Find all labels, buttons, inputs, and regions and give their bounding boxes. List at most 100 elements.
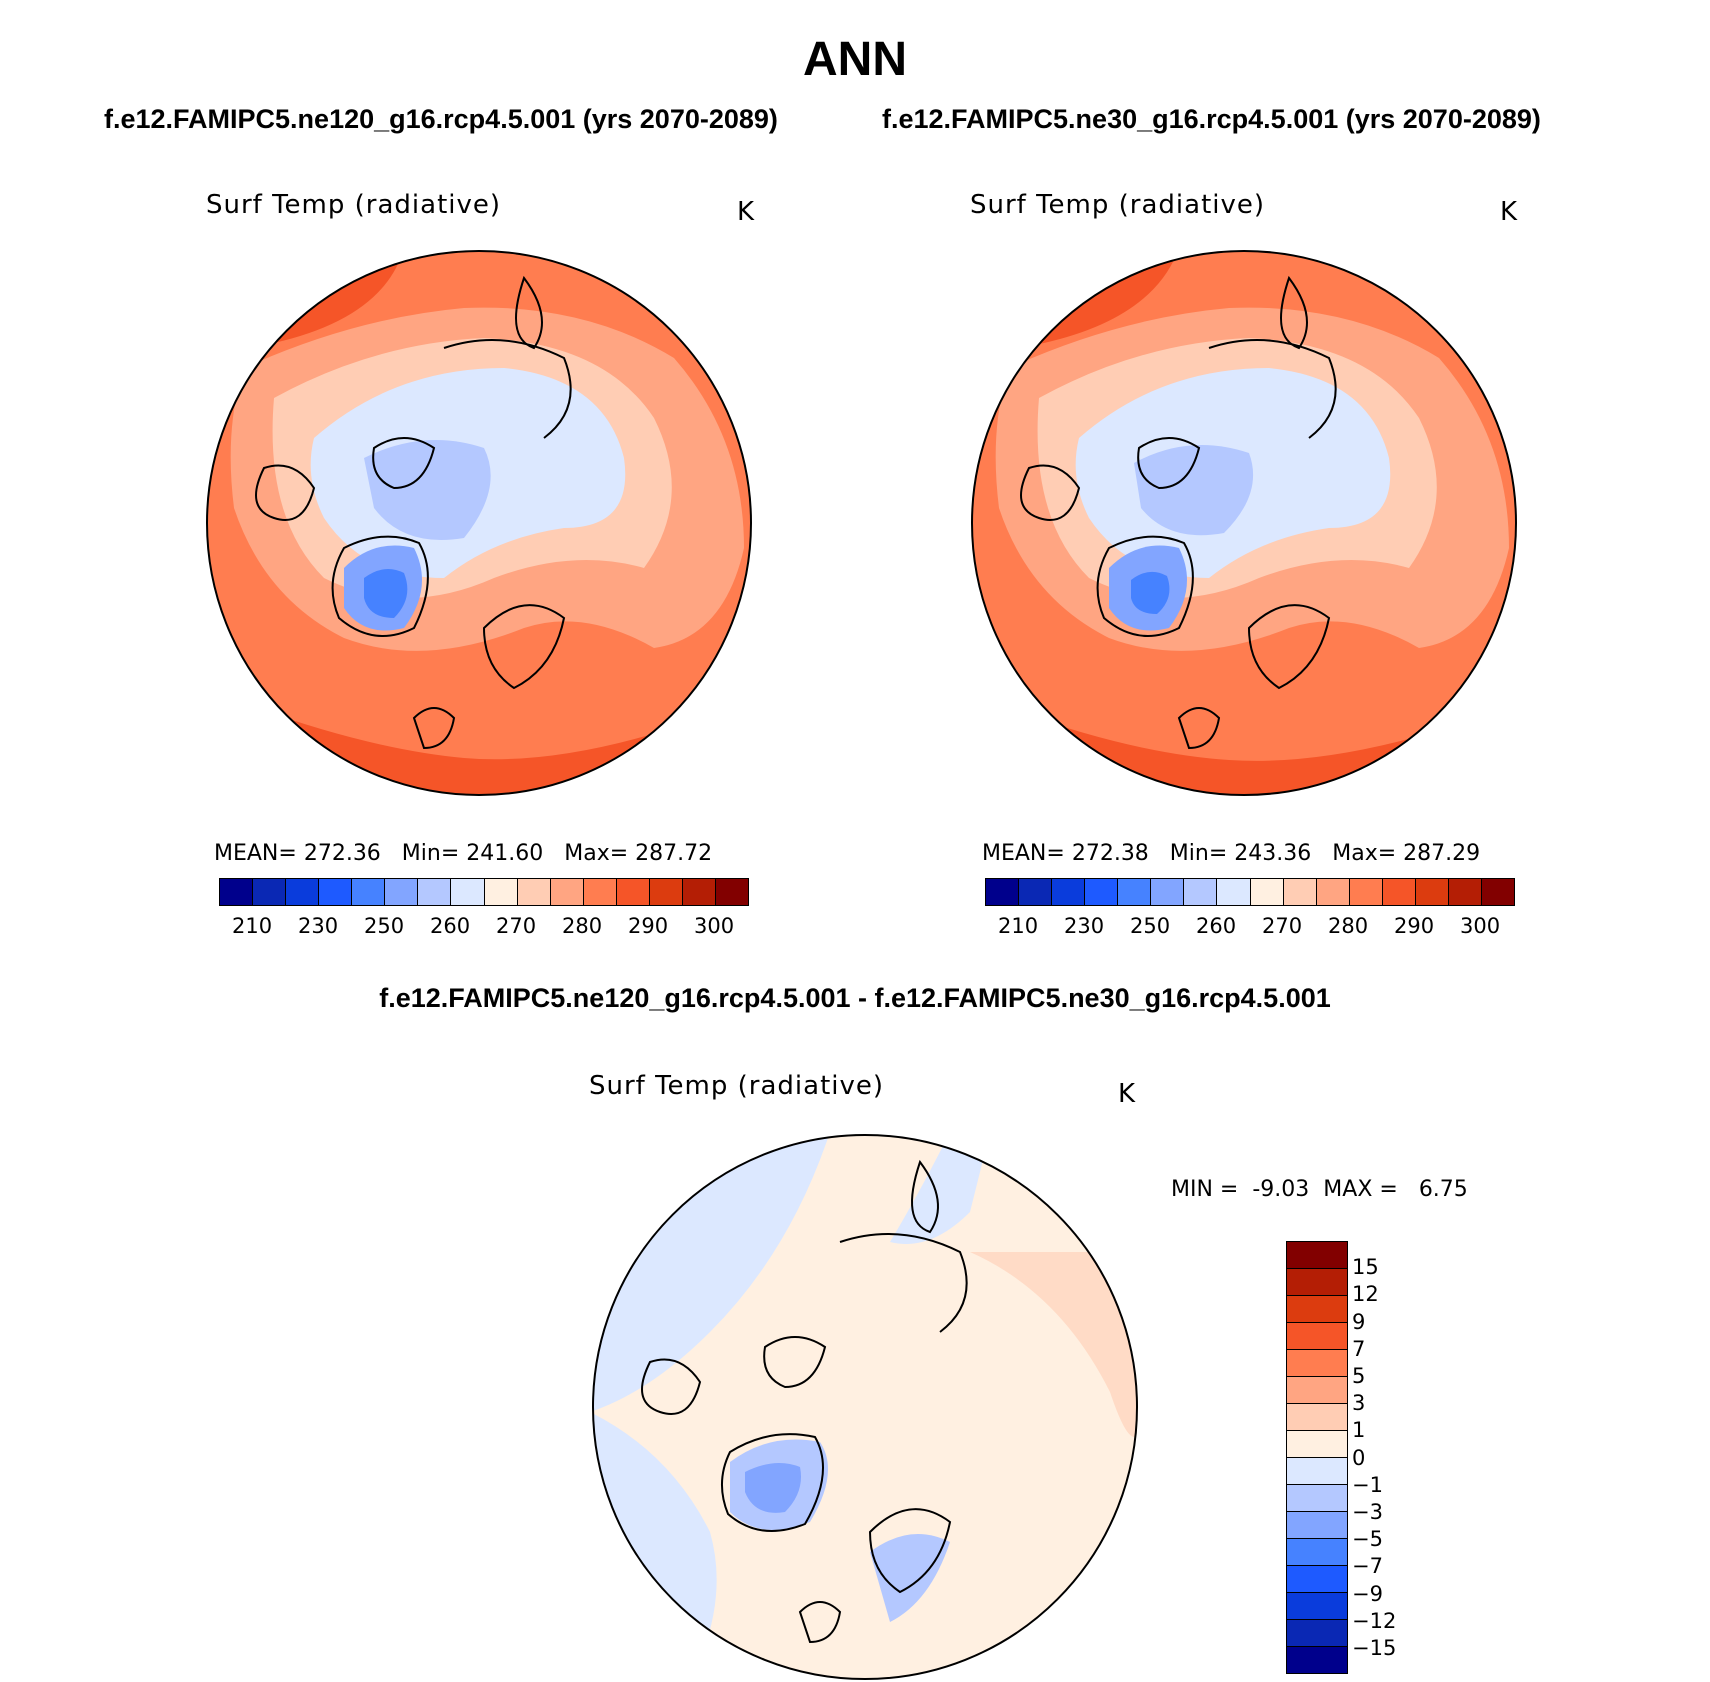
colorbar-swatch: [484, 879, 518, 905]
right-variable-label: Surf Temp (radiative): [970, 190, 1266, 220]
colorbar-swatch: [1151, 879, 1185, 905]
colorbar-swatch: [517, 879, 551, 905]
right-polar-map: [971, 250, 1517, 796]
colorbar-tick-label: 290: [628, 914, 669, 938]
colorbar-tick-label: 230: [1064, 914, 1105, 938]
colorbar-swatch: [1287, 1296, 1347, 1323]
colorbar-swatch: [253, 879, 287, 905]
colorbar-tick-label: 300: [1460, 914, 1501, 938]
colorbar-swatch: [1250, 879, 1284, 905]
colorbar-tick-label: 250: [364, 914, 405, 938]
colorbar-tick-label: −5: [1352, 1527, 1383, 1552]
colorbar-swatch: [286, 879, 320, 905]
colorbar-swatch: [1287, 1323, 1347, 1350]
colorbar-tick-label: 0: [1352, 1445, 1366, 1470]
colorbar-swatch: [682, 879, 716, 905]
colorbar-swatch: [1287, 1512, 1347, 1539]
colorbar-swatch: [352, 879, 386, 905]
coastlines: [255, 275, 572, 750]
colorbar-swatch: [1415, 879, 1449, 905]
colorbar-swatch: [1287, 1593, 1347, 1620]
colorbar-swatch: [550, 879, 584, 905]
colorbar-tick-label: 12: [1352, 1282, 1379, 1307]
colorbar-tick-label: −1: [1352, 1472, 1383, 1497]
colorbar-swatch: [319, 879, 353, 905]
left-stats: MEAN= 272.36 Min= 241.60 Max= 287.72: [214, 841, 713, 866]
colorbar-swatch: [1283, 879, 1317, 905]
diff-colorbar: [1286, 1241, 1348, 1674]
colorbar-tick-label: 260: [1196, 914, 1237, 938]
diff-units-label: K: [1118, 1079, 1137, 1109]
colorbar-swatch: [1217, 879, 1251, 905]
colorbar-tick-label: 9: [1352, 1309, 1366, 1334]
colorbar-swatch: [1287, 1431, 1347, 1458]
colorbar-swatch: [1316, 879, 1350, 905]
figure-title: ANN: [803, 33, 907, 86]
colorbar-swatch: [715, 879, 748, 905]
left-colorbar-ticks: 210 230 250 260 270 280 290 300: [219, 914, 747, 940]
difference-title: f.e12.FAMIPC5.ne120_g16.rcp4.5.001 - f.e…: [379, 983, 1331, 1013]
colorbar-tick-label: −7: [1352, 1554, 1383, 1579]
colorbar-swatch: [1019, 879, 1053, 905]
left-units-label: K: [737, 197, 756, 227]
colorbar-swatch: [1118, 879, 1152, 905]
colorbar-tick-label: 270: [1262, 914, 1303, 938]
colorbar-tick-label: 3: [1352, 1391, 1366, 1416]
colorbar-tick-label: 5: [1352, 1364, 1366, 1388]
left-polar-map: [206, 250, 752, 796]
case2-title: f.e12.FAMIPC5.ne30_g16.rcp4.5.001 (yrs 2…: [882, 104, 1541, 134]
colorbar-swatch: [220, 879, 254, 905]
colorbar-tick-label: 210: [998, 914, 1039, 938]
colorbar-swatch: [1287, 1404, 1347, 1431]
colorbar-tick-label: 300: [694, 914, 735, 938]
colorbar-swatch: [418, 879, 452, 905]
colorbar-tick-label: −9: [1352, 1581, 1383, 1606]
left-colorbar: [219, 878, 749, 906]
case1-title: f.e12.FAMIPC5.ne120_g16.rcp4.5.001 (yrs …: [104, 104, 778, 134]
colorbar-swatch: [1287, 1377, 1347, 1404]
difference-polar-map: [592, 1134, 1138, 1680]
colorbar-swatch: [1052, 879, 1086, 905]
colorbar-tick-label: −12: [1352, 1608, 1397, 1633]
map-boundary: [206, 250, 752, 796]
colorbar-swatch: [1287, 1350, 1347, 1377]
right-colorbar-ticks: 210 230 250 260 270 280 290 300: [985, 914, 1513, 940]
colorbar-tick-label: 270: [496, 914, 537, 938]
colorbar-tick-label: 7: [1352, 1336, 1366, 1361]
colorbar-swatch: [583, 879, 617, 905]
colorbar-swatch: [1287, 1539, 1347, 1566]
colorbar-tick-label: 280: [562, 914, 603, 938]
colorbar-swatch: [1448, 879, 1482, 905]
colorbar-tick-label: 210: [232, 914, 273, 938]
colorbar-tick-label: 15: [1352, 1255, 1379, 1280]
colorbar-tick-label: 230: [298, 914, 339, 938]
colorbar-swatch: [1287, 1269, 1347, 1296]
colorbar-tick-label: 250: [1130, 914, 1171, 938]
colorbar-swatch: [616, 879, 650, 905]
colorbar-tick-label: −15: [1352, 1636, 1397, 1660]
right-colorbar: [985, 878, 1515, 906]
diff-stats: MIN = -9.03 MAX = 6.75: [1171, 1177, 1468, 1202]
colorbar-swatch: [1287, 1485, 1347, 1512]
colorbar-swatch: [1085, 879, 1119, 905]
colorbar-tick-label: −3: [1352, 1500, 1383, 1524]
colorbar-swatch: [1481, 879, 1514, 905]
colorbar-swatch: [986, 879, 1020, 905]
colorbar-tick-label: 260: [430, 914, 471, 938]
colorbar-swatch: [1349, 879, 1383, 905]
colorbar-swatch: [451, 879, 485, 905]
colorbar-swatch: [1184, 879, 1218, 905]
colorbar-swatch: [1382, 879, 1416, 905]
colorbar-swatch: [1287, 1620, 1347, 1647]
colorbar-swatch: [1287, 1647, 1347, 1673]
right-units-label: K: [1500, 197, 1519, 227]
colorbar-swatch: [1287, 1242, 1347, 1269]
colorbar-swatch: [1287, 1566, 1347, 1593]
colorbar-swatch: [649, 879, 683, 905]
diff-variable-label: Surf Temp (radiative): [589, 1071, 885, 1101]
colorbar-swatch: [385, 879, 419, 905]
right-stats: MEAN= 272.38 Min= 243.36 Max= 287.29: [982, 841, 1481, 866]
left-variable-label: Surf Temp (radiative): [206, 190, 502, 220]
colorbar-tick-label: 1: [1352, 1418, 1366, 1443]
colorbar-swatch: [1287, 1458, 1347, 1485]
